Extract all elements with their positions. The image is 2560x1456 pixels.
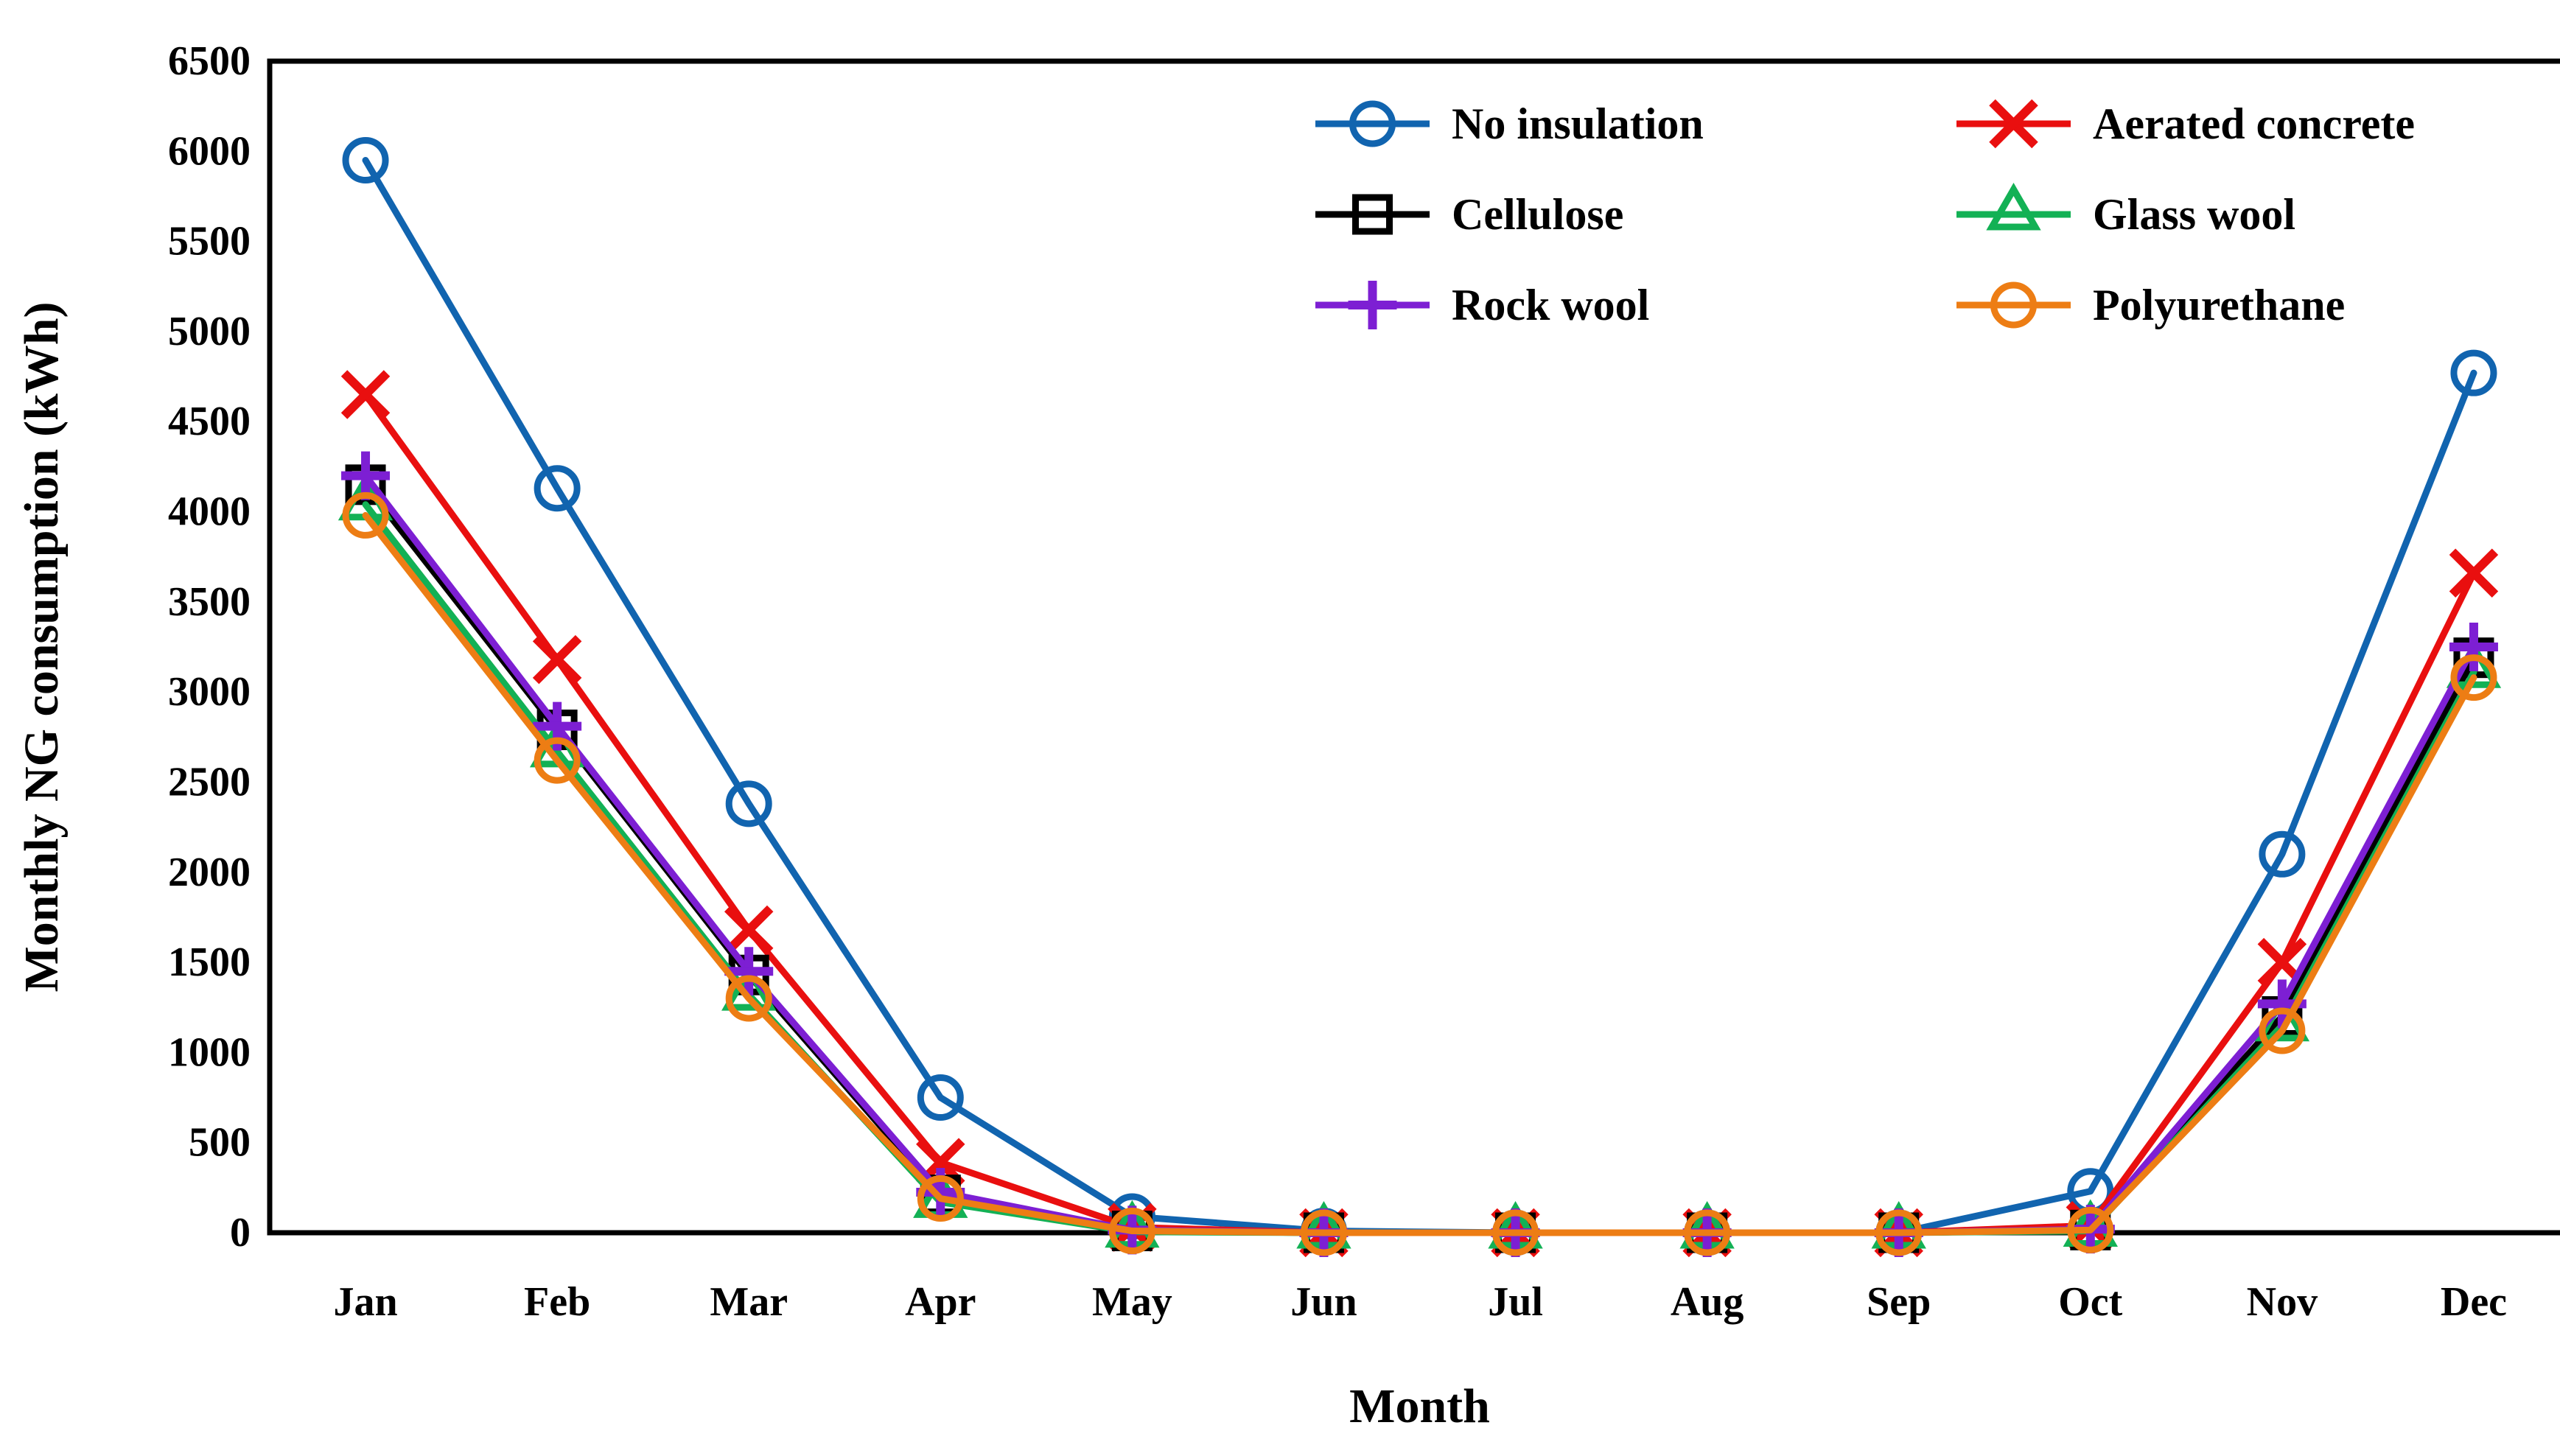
marker-aerated-concrete (2449, 548, 2499, 598)
y-axis-tick-label: 6000 (168, 128, 251, 174)
x-axis-tick-label: Jun (1290, 1279, 1357, 1325)
x-axis-tick-label: Jan (333, 1279, 397, 1325)
marker-polyurethane (342, 491, 389, 539)
series-polyurethane (342, 491, 2497, 1256)
y-axis-tick-label: 1000 (168, 1029, 251, 1075)
series-line-rock-wool (362, 472, 2477, 1236)
x-axis-tick-label: Nov (2247, 1279, 2318, 1325)
marker-polyurethane (725, 975, 772, 1022)
y-axis-tick-label: 0 (230, 1210, 251, 1256)
x-axis-tick-label: Aug (1671, 1279, 1744, 1325)
x-axis-tick-label: May (1092, 1279, 1172, 1325)
marker-rock-wool (2449, 623, 2498, 671)
y-axis-title: Monthly NG consumption (kWh) (15, 302, 69, 993)
marker-no-insulation (725, 780, 772, 827)
marker-no-insulation (917, 1074, 964, 1121)
legend-label-no-insulation: No insulation (1452, 99, 1704, 148)
y-axis-tick-label: 1500 (168, 939, 251, 985)
legend-item-polyurethane: Polyurethane (1956, 281, 2345, 329)
legend-label-aerated-concrete: Aerated concrete (2093, 99, 2415, 148)
legend-marker-polyurethane (1990, 281, 2037, 329)
legend-item-cellulose: Cellulose (1315, 190, 1623, 239)
x-axis-tick-label: Jul (1488, 1279, 1543, 1325)
marker-polyurethane (2259, 1007, 2306, 1054)
legend-label-glass-wool: Glass wool (2093, 190, 2295, 239)
series-line-polyurethane (362, 511, 2477, 1236)
marker-polyurethane (1300, 1209, 1347, 1256)
legend-item-no-insulation: No insulation (1315, 99, 1704, 148)
marker-polyurethane (2450, 654, 2497, 701)
legend-item-glass-wool: Glass wool (1956, 182, 2295, 239)
y-axis-tick-label: 2000 (168, 850, 251, 895)
marker-polyurethane (2067, 1206, 2114, 1253)
y-axis-tick-label: 500 (189, 1120, 251, 1166)
legend-marker-aerated-concrete (1989, 99, 2038, 149)
y-axis-tick-label: 3000 (168, 669, 251, 715)
series-line-glass-wool (362, 501, 2477, 1236)
y-axis-tick-label: 5500 (168, 219, 251, 265)
marker-rock-wool (724, 947, 774, 996)
marker-no-insulation (342, 137, 389, 184)
x-axis-tick-label: Mar (710, 1279, 788, 1325)
series-line-aerated-concrete (362, 391, 2477, 1236)
y-axis-tick-label: 4000 (168, 489, 251, 535)
legend-marker-cellulose (1352, 194, 1393, 235)
x-axis-tick-label: Sep (1867, 1279, 1931, 1325)
legend-label-rock-wool: Rock wool (1452, 281, 1649, 329)
legend-marker-glass-wool (1986, 182, 2041, 231)
marker-polyurethane (917, 1175, 964, 1222)
marker-aerated-concrete (340, 370, 391, 419)
marker-aerated-concrete (724, 905, 774, 955)
marker-aerated-concrete (532, 634, 582, 685)
x-axis-tick-label: Apr (905, 1279, 976, 1325)
marker-polyurethane (534, 737, 581, 784)
y-axis-tick-label: 5000 (168, 309, 251, 354)
legend-label-polyurethane: Polyurethane (2093, 281, 2345, 329)
marker-no-insulation (2450, 349, 2497, 396)
y-axis-tick-label: 3500 (168, 579, 251, 625)
series-line-cellulose (362, 481, 2477, 1236)
y-axis-tick-label: 2500 (168, 759, 251, 805)
legend-label-cellulose: Cellulose (1452, 190, 1623, 239)
x-axis-tick-label: Oct (2058, 1279, 2122, 1325)
y-axis-tick-label: 6500 (168, 38, 251, 84)
x-axis-tick-label: Feb (524, 1279, 590, 1325)
marker-no-insulation (534, 465, 581, 512)
legend-marker-rock-wool (1348, 281, 1397, 329)
x-axis-title: Month (1349, 1379, 1490, 1433)
marker-polyurethane (1492, 1209, 1539, 1256)
legend-marker-no-insulation (1349, 100, 1396, 147)
x-axis-tick-label: Dec (2441, 1279, 2507, 1325)
y-axis-tick-label: 4500 (168, 399, 251, 444)
marker-polyurethane (1684, 1209, 1731, 1256)
legend-item-rock-wool: Rock wool (1315, 281, 1649, 329)
marker-rock-wool (341, 451, 391, 500)
series-aerated-concrete (340, 370, 2499, 1258)
legend-item-aerated-concrete: Aerated concrete (1956, 99, 2415, 149)
marker-no-insulation (2259, 830, 2306, 878)
marker-polyurethane (1108, 1208, 1155, 1255)
marker-polyurethane (1875, 1209, 1923, 1256)
